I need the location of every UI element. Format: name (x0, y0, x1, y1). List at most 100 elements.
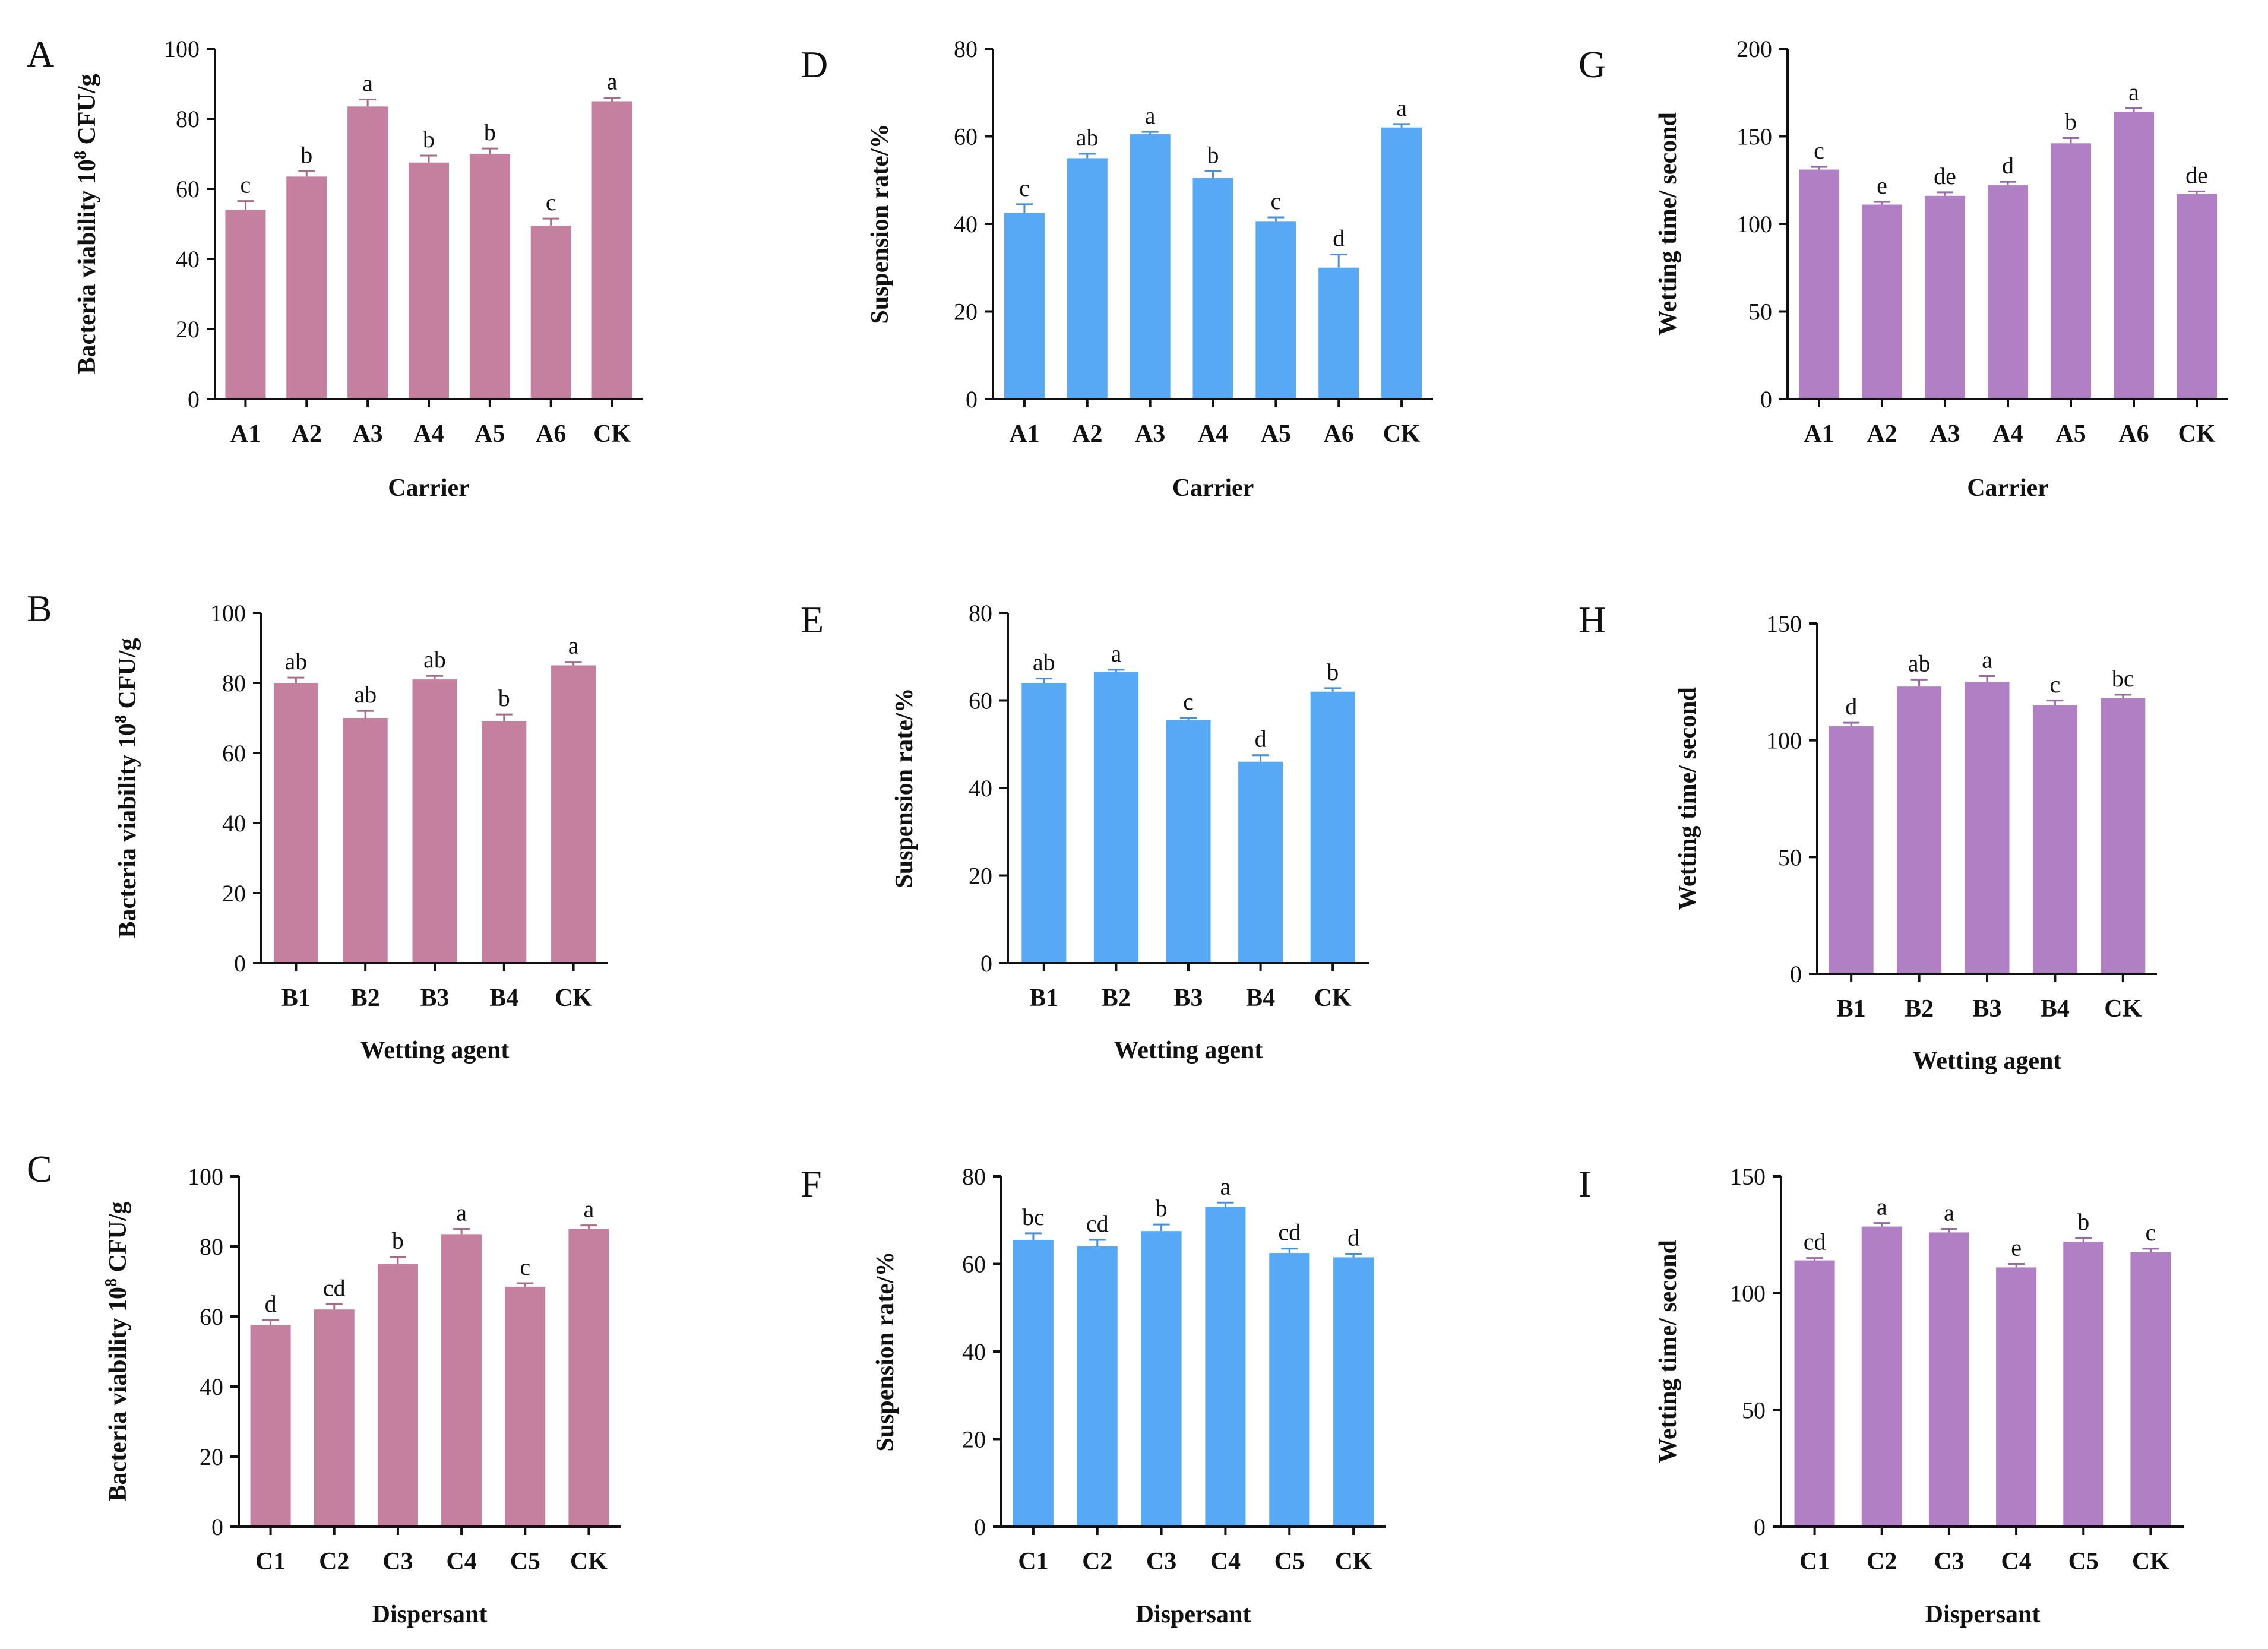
significance-label: c (2146, 1219, 2156, 1246)
bar (1238, 761, 1283, 963)
significance-label: ab (285, 648, 308, 675)
y-tick-label: 20 (176, 316, 200, 343)
significance-label: b (484, 119, 496, 145)
category-label: C4 (446, 1548, 476, 1575)
category-label: A4 (1992, 420, 2023, 448)
bar (1965, 682, 2010, 974)
significance-label: b (2077, 1208, 2089, 1235)
category-label: B1 (1837, 995, 1866, 1023)
y-tick-label: 40 (969, 775, 992, 802)
y-tick-label: 150 (1736, 124, 1772, 150)
category-label: C1 (1018, 1548, 1048, 1575)
bar (1205, 1207, 1246, 1527)
y-tick-label: 50 (1778, 844, 1802, 871)
x-axis-title: Carrier (1967, 474, 2049, 502)
y-axis-title-main: Bacteria viability 10 (74, 159, 101, 374)
significance-label: b (2065, 108, 2077, 135)
category-label: A1 (230, 420, 261, 448)
y-tick-label: 0 (211, 1514, 223, 1540)
category-label: A2 (1867, 420, 1897, 448)
y-tick-label: 100 (188, 1163, 223, 1190)
y-tick-label: 0 (188, 386, 200, 413)
y-axis-title-superscript: 8 (71, 151, 90, 159)
y-tick-label: 0 (1760, 386, 1772, 413)
y-tick-label: 150 (1766, 610, 1802, 637)
x-axis-title: Carrier (388, 474, 470, 502)
category-label: C3 (382, 1548, 413, 1575)
category-label: CK (1335, 1548, 1372, 1575)
bar (2177, 194, 2217, 399)
x-axis-title: Dispersant (1925, 1601, 2041, 1628)
y-tick-label: 100 (164, 36, 200, 62)
significance-label: a (1982, 647, 1992, 673)
bar (441, 1234, 482, 1527)
category-label: A3 (1929, 420, 1960, 448)
y-tick-label: 40 (954, 211, 978, 238)
bar (1004, 213, 1045, 399)
panel-h: Hd B1 ab B2 a B3 c B4 bc CK 0 50 100 150 Wetting agent… (1579, 599, 2157, 1075)
significance-label: a (362, 70, 373, 97)
bar (1067, 158, 1108, 399)
significance-label: bc (2112, 665, 2134, 692)
bar (551, 665, 596, 963)
y-tick-label: 40 (222, 810, 246, 837)
significance-label: cd (1278, 1219, 1301, 1246)
y-tick-label: 100 (1730, 1280, 1766, 1307)
y-tick-label: 100 (1766, 727, 1802, 754)
y-axis-title: Bacteria viability 108 CFU/g (112, 638, 141, 938)
bar (1861, 1226, 1902, 1527)
bar (1192, 178, 1233, 399)
bar (1996, 1267, 2037, 1527)
significance-label: cd (1086, 1210, 1109, 1237)
category-label: A3 (1135, 420, 1165, 448)
y-axis-title-unit: CFU/g (114, 638, 141, 715)
significance-label: c (1183, 688, 1194, 715)
y-tick-label: 80 (176, 106, 200, 132)
panel-g: Gc A1 e A2 de A3 d A4 b A5 a A6 de CK 0 50 100 150 200 Carr… (1579, 36, 2228, 502)
category-label: CK (570, 1548, 608, 1575)
y-tick-label: 0 (1790, 961, 1802, 987)
panel-letter: E (801, 599, 824, 641)
category-label: B3 (420, 985, 449, 1012)
y-tick-label: 60 (962, 1251, 986, 1278)
y-axis-title: Suspension rate/% (872, 1251, 899, 1451)
y-tick-label: 40 (962, 1338, 986, 1365)
y-tick-label: 200 (1736, 36, 1772, 62)
bar (1333, 1257, 1374, 1527)
y-tick-label: 80 (222, 670, 246, 697)
significance-label: c (520, 1254, 530, 1280)
category-label: C2 (1867, 1548, 1897, 1575)
bar (1925, 195, 1965, 399)
y-axis-title-superscript: 8 (112, 715, 130, 723)
category-label: C2 (1082, 1548, 1112, 1575)
y-tick-label: 20 (200, 1444, 223, 1470)
y-tick-label: 60 (176, 176, 200, 202)
y-axis-title-main: Bacteria viability 10 (105, 1287, 132, 1502)
category-label: A2 (1072, 420, 1102, 448)
significance-label: a (1396, 94, 1407, 121)
bar (409, 162, 449, 399)
significance-label: d (1333, 225, 1345, 252)
y-tick-label: 40 (176, 246, 200, 273)
bar (250, 1325, 291, 1527)
y-axis-title: Suspension rate/% (866, 124, 894, 324)
y-tick-label: 60 (200, 1303, 223, 1330)
bar (347, 106, 388, 399)
significance-label: a (1220, 1173, 1231, 1199)
category-label: A6 (536, 420, 566, 448)
bar (482, 721, 527, 963)
bar (286, 176, 327, 399)
significance-label: ab (1076, 124, 1099, 151)
significance-label: c (1814, 137, 1824, 164)
significance-label: b (392, 1227, 404, 1254)
panel-letter: F (801, 1163, 822, 1205)
category-label: C3 (1934, 1548, 1964, 1575)
y-tick-label: 50 (1748, 299, 1772, 325)
category-label: A6 (1324, 420, 1354, 448)
panel-i: Icd C1 a C2 a C3 e C4 b C5 c CK 0 50 100 150 Dispersant W… (1579, 1163, 2184, 1628)
panel-letter: H (1579, 599, 1606, 641)
y-tick-label: 80 (969, 600, 992, 626)
bar (469, 154, 510, 399)
y-axis-title-unit: CFU/g (105, 1201, 132, 1278)
